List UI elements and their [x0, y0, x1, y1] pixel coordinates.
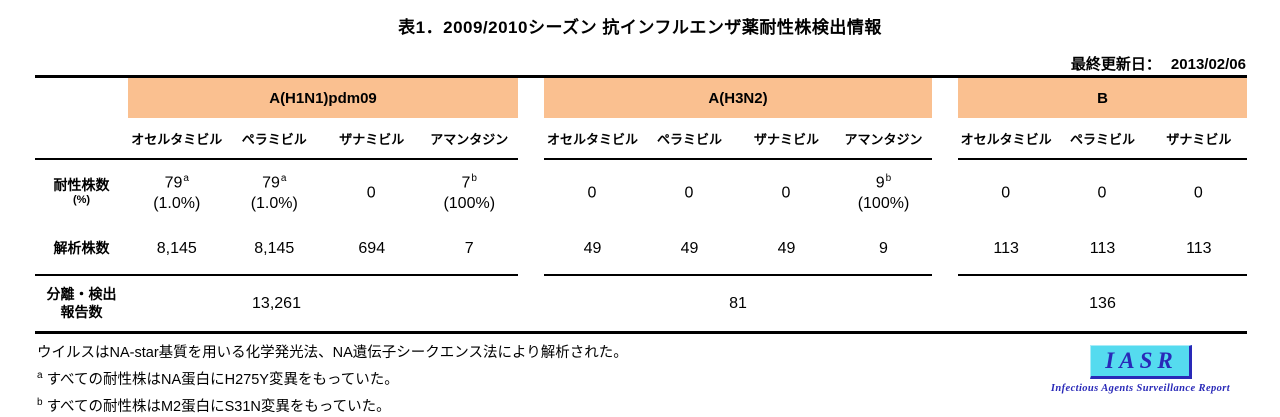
- drug-header: ザナミビル: [1166, 131, 1232, 147]
- group-b: B オセルタミビル ペラミビル ザナミビル 0 0 0 113 113 113 …: [958, 75, 1247, 331]
- analyzed-cell: 49: [583, 239, 602, 257]
- footnote-marker: a: [280, 172, 287, 184]
- total-rule-g1: [35, 274, 518, 276]
- table-bottom-rule: [35, 331, 1247, 334]
- reported-total-cell: 81: [729, 294, 747, 312]
- footnote-marker: a: [183, 172, 189, 184]
- analyzed-cell: 113: [1186, 239, 1212, 257]
- resistant-cell: 0: [587, 184, 597, 202]
- footnote-method: ウイルスはNA-star基質を用いる化学発光法、NA遺伝子シークエンス法により解…: [37, 345, 628, 361]
- footnote-marker: b: [885, 172, 892, 184]
- footnote-marker: a: [37, 370, 43, 382]
- resistant-cell: 9b (100%): [857, 172, 910, 213]
- footnote-marker: b: [471, 172, 477, 184]
- row-label-reported: 分離・検出 報告数: [46, 286, 117, 320]
- last-updated-date: 2013/02/06: [1170, 56, 1246, 73]
- analyzed-row: 113 113 113: [958, 224, 1247, 272]
- analyzed-row: 49 49 49 9: [544, 224, 932, 272]
- resistant-row: 0 0 0 9b (100%): [544, 160, 932, 222]
- row-label-analyzed: 解析株数: [53, 240, 110, 256]
- reported-total-cell: 13,261: [252, 294, 301, 312]
- analyzed-row: 8,145 8,145 694 7: [128, 224, 518, 272]
- analyzed-cell: 9: [879, 239, 888, 257]
- footnote-b: b すべての耐性株はM2蛋白にS31N変異をもっていた。: [37, 397, 391, 415]
- subheader-rule-g3: [958, 158, 1247, 160]
- group-header-band: A(H1N1)pdm09: [128, 78, 518, 118]
- group-header-band: A(H3N2): [544, 78, 932, 118]
- analyzed-cell: 113: [1089, 239, 1116, 257]
- page-title: 表1．2009/2010シーズン 抗インフルエンザ薬耐性株検出情報: [398, 18, 882, 37]
- drug-header: ペラミビル: [241, 131, 307, 147]
- iasr-logo-caption: Infectious Agents Surveillance Report: [1050, 383, 1231, 394]
- resistant-cell: 7b (100%): [443, 172, 496, 213]
- drug-header: オセルタミビル: [960, 131, 1052, 147]
- total-rule-g2: [544, 274, 932, 276]
- drug-header: アマンタジン: [430, 131, 509, 147]
- resistant-row: 79a (1.0%) 79a (1.0%) 0 7b (100%): [128, 160, 518, 222]
- drug-header: ペラミビル: [1069, 131, 1135, 147]
- resistant-cell: 79a (1.0%): [153, 172, 201, 213]
- resistant-row: 0 0 0: [958, 160, 1247, 222]
- analyzed-cell: 7: [464, 239, 474, 257]
- drug-header: アマンタジン: [844, 131, 923, 147]
- drug-header-row: オセルタミビル ペラミビル ザナミビル アマンタジン: [128, 118, 518, 158]
- subheader-rule-g1: [35, 158, 518, 160]
- reported-total-cell: 136: [1089, 294, 1116, 312]
- last-updated-label: 最終更新日：: [1070, 56, 1161, 73]
- table-top-rule: [35, 75, 1247, 78]
- resistant-cell: 79a (1.0%): [250, 172, 298, 213]
- group-header-band: B: [958, 78, 1247, 118]
- resistant-cell: 0: [1001, 184, 1011, 202]
- analyzed-cell: 49: [680, 239, 699, 257]
- reported-row: 81: [544, 276, 932, 330]
- resistant-cell: 0: [1193, 184, 1203, 202]
- group-a-h3n2: A(H3N2) オセルタミビル ペラミビル ザナミビル アマンタジン 0 0 0…: [544, 75, 932, 331]
- group-a-h1n1-pdm09: A(H1N1)pdm09 オセルタミビル ペラミビル ザナミビル アマンタジン …: [128, 75, 518, 331]
- footnote-a: a すべての耐性株はNA蛋白にH275Y変異をもっていた。: [37, 370, 399, 388]
- drug-header-row: オセルタミビル ペラミビル ザナミビル: [958, 118, 1247, 158]
- drug-header: オセルタミビル: [546, 131, 638, 147]
- drug-header: ザナミビル: [753, 131, 819, 147]
- total-rule-g3: [958, 274, 1247, 276]
- analyzed-cell: 8,145: [156, 239, 197, 257]
- iasr-logo-box: IASR: [1089, 345, 1192, 379]
- analyzed-cell: 113: [993, 239, 1019, 257]
- drug-header-row: オセルタミビル ペラミビル ザナミビル アマンタジン: [544, 118, 932, 158]
- analyzed-cell: 49: [777, 239, 796, 257]
- row-label-resistant: 耐性株数 (%): [53, 176, 110, 206]
- drug-header: オセルタミビル: [131, 131, 223, 147]
- drug-header: ペラミビル: [656, 131, 722, 147]
- reported-row: 136: [958, 276, 1247, 330]
- subheader-rule-g2: [544, 158, 932, 160]
- drug-header: ザナミビル: [339, 131, 405, 147]
- resistant-cell: 0: [684, 184, 694, 202]
- resistant-cell: 0: [366, 184, 376, 202]
- last-updated: 最終更新日： 2013/02/06: [1071, 53, 1246, 74]
- iasr-logo-acronym: IASR: [1105, 348, 1178, 373]
- analyzed-cell: 8,145: [254, 239, 295, 257]
- resistant-cell: 0: [1097, 184, 1107, 202]
- footnote-marker: b: [37, 397, 43, 409]
- resistant-cell: 0: [781, 184, 791, 202]
- analyzed-cell: 694: [358, 239, 386, 257]
- reported-row: 13,261: [35, 276, 518, 330]
- iasr-logo: IASR Infectious Agents Surveillance Repo…: [1048, 345, 1233, 394]
